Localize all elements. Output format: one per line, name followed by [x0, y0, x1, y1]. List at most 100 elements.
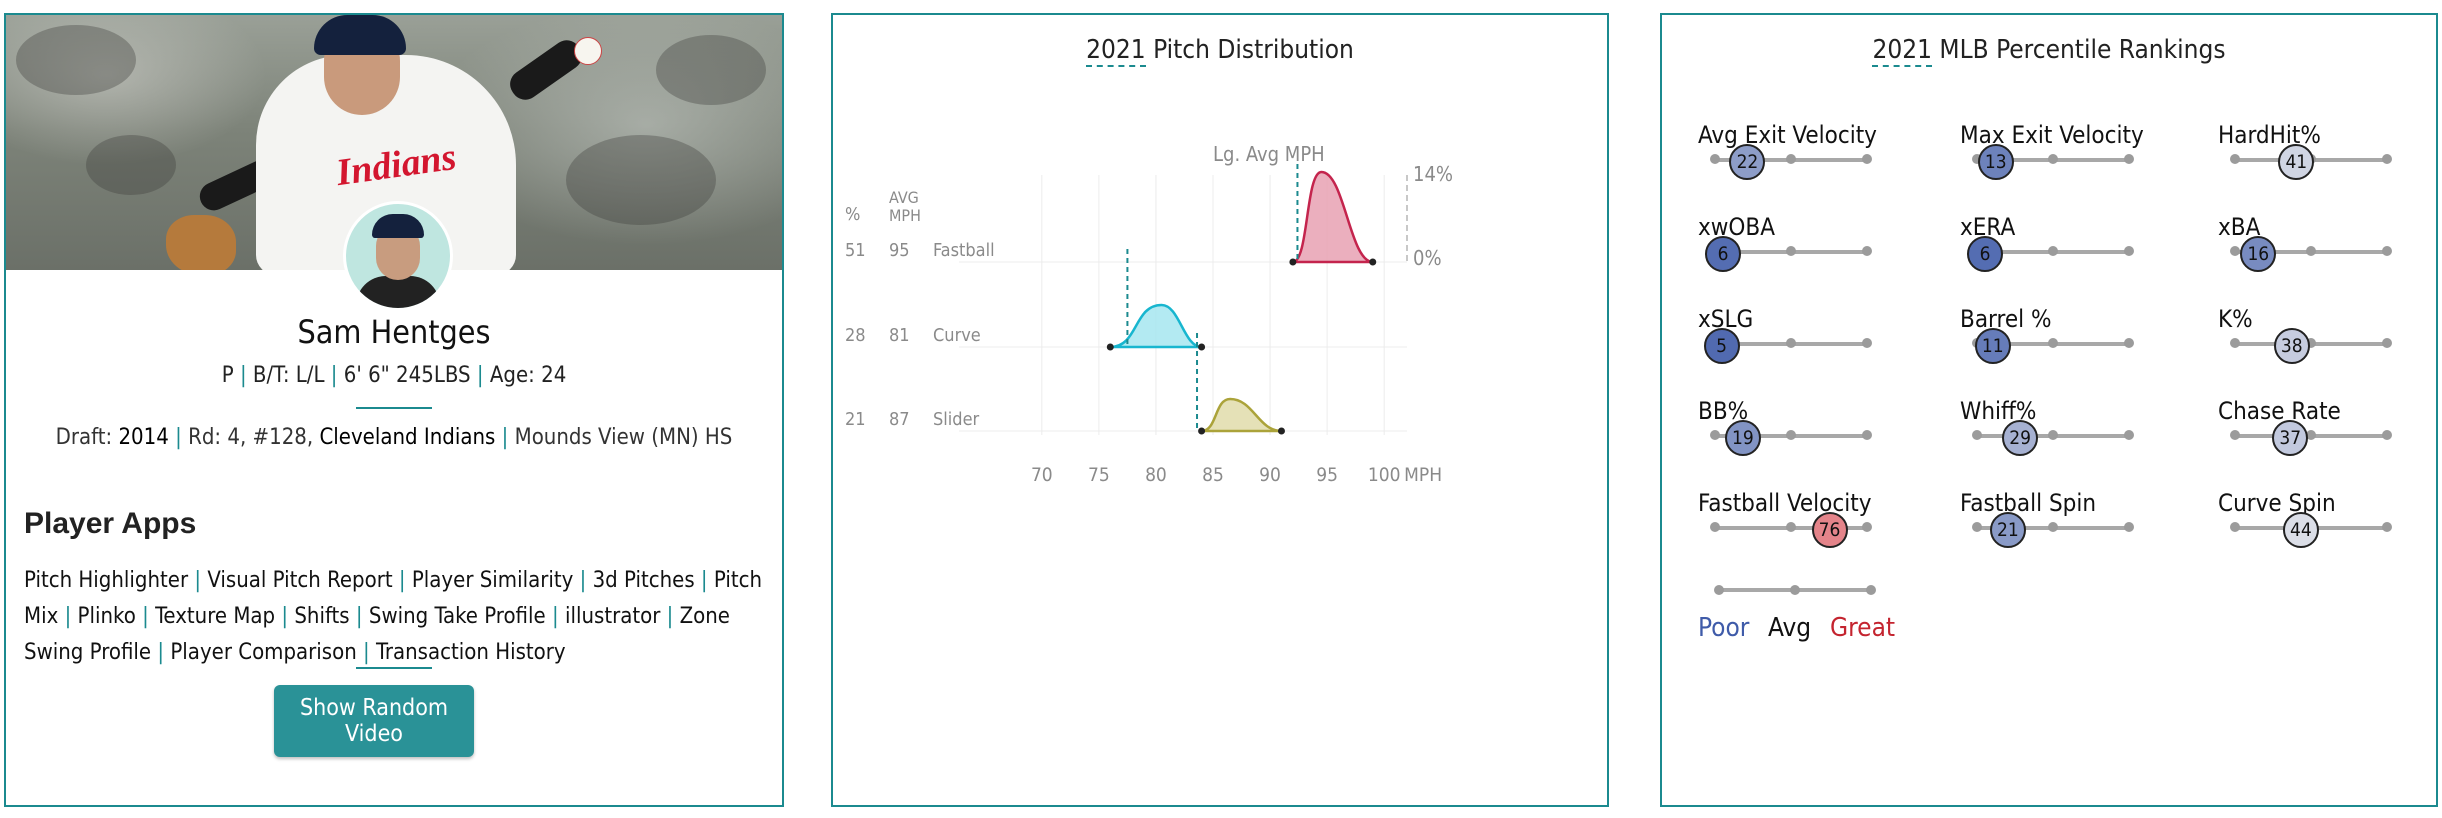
percentile-value-bubble: 16 — [2240, 236, 2277, 272]
track-tick — [2382, 246, 2392, 256]
track-tick — [2306, 430, 2316, 440]
track-tick — [2230, 430, 2240, 440]
percentile-metric[interactable]: Whiff% 29 — [1960, 397, 2180, 467]
percentile-value-bubble: 38 — [2273, 328, 2310, 364]
percentile-value-bubble: 22 — [1729, 144, 1766, 180]
separator: | — [356, 640, 377, 665]
track-tick — [2124, 338, 2134, 348]
avg-mph: 81 — [889, 325, 910, 346]
percentile-metric[interactable]: BB% 19 — [1698, 397, 1918, 467]
percentile-metric[interactable]: xSLG 5 — [1698, 305, 1918, 375]
player-action-photo: Indians — [6, 15, 782, 270]
separator: | — [275, 604, 295, 629]
x-tick-label: 75 — [1088, 464, 1110, 486]
percentile-metric[interactable]: Fastball Velocity 76 — [1698, 489, 1918, 559]
percentile-value-bubble: 19 — [1724, 420, 1761, 456]
divider — [356, 667, 432, 669]
separator: | — [135, 604, 156, 629]
range-max-dot — [1369, 258, 1377, 266]
player-app-link[interactable]: Visual Pitch Report — [207, 568, 393, 593]
x-tick-label: 100 — [1368, 464, 1401, 486]
player-app-link[interactable]: Shifts — [294, 604, 350, 629]
percentile-metric[interactable]: xERA 6 — [1960, 213, 2180, 283]
draft-school: Mounds View (MN) HS — [514, 425, 733, 450]
player-apps-title: Player Apps — [24, 507, 197, 540]
draft-round: Rd: 4, #128, — [188, 425, 314, 450]
player-app-link[interactable]: Player Similarity — [411, 568, 574, 593]
col-header-avg: AVG — [889, 188, 919, 207]
track-tick — [2230, 246, 2240, 256]
bio-bats-throws: B/T: L/L — [252, 363, 325, 388]
year-selector[interactable]: 2021 — [1872, 35, 1932, 67]
player-app-link[interactable]: Swing Take Profile — [368, 604, 546, 629]
year-selector[interactable]: 2021 — [1086, 35, 1146, 67]
show-random-video-button[interactable]: Show Random Video — [274, 685, 474, 757]
draft-label: Draft: — [55, 425, 113, 450]
percentile-metric[interactable]: Barrel % 11 — [1960, 305, 2180, 375]
separator: | — [660, 604, 680, 629]
separator: | — [694, 568, 714, 593]
track-tick — [2124, 522, 2134, 532]
range-min-dot — [1106, 343, 1114, 351]
percentile-metric[interactable]: Curve Spin 44 — [2218, 489, 2438, 559]
metric-label: Avg Exit Velocity — [1698, 121, 1877, 149]
pitch-density-fastball — [1292, 170, 1374, 264]
track-tick — [1862, 430, 1872, 440]
percentile-metric[interactable]: Avg Exit Velocity 22 — [1698, 121, 1918, 191]
player-app-link[interactable]: Pitch Mix — [24, 568, 763, 629]
range-max-dot — [1198, 343, 1206, 351]
track-tick — [2124, 430, 2134, 440]
player-apps-list: Pitch Highlighter | Visual Pitch Report … — [24, 563, 774, 671]
separator: | — [545, 604, 565, 629]
player-app-link[interactable]: Plinko — [77, 604, 136, 629]
track-tick — [1862, 522, 1872, 532]
draft-year: 2014 — [118, 425, 169, 450]
x-tick-label: 70 — [1031, 464, 1053, 486]
player-app-link[interactable]: Player Comparison — [170, 640, 357, 665]
pct-zero-label: 0% — [1413, 246, 1442, 270]
player-app-link[interactable]: 3d Pitches — [592, 568, 695, 593]
pitch-distribution-title: 2021 Pitch Distribution — [833, 35, 1607, 67]
track-tick — [2230, 154, 2240, 164]
track-tick — [1710, 154, 1720, 164]
separator: | — [349, 604, 369, 629]
player-app-link[interactable]: Transaction History — [376, 640, 566, 665]
player-app-link[interactable]: Pitch Highlighter — [24, 568, 189, 593]
track-tick — [2124, 154, 2134, 164]
percentile-metric[interactable]: xwOBA 6 — [1698, 213, 1918, 283]
player-app-link[interactable]: illustrator — [564, 604, 661, 629]
track-tick — [1710, 522, 1720, 532]
percentile-rankings-title: 2021 MLB Percentile Rankings — [1662, 35, 2436, 67]
pitch-density-slider — [1201, 397, 1282, 433]
percentile-metric[interactable]: Max Exit Velocity 13 — [1960, 121, 2180, 191]
track-tick — [2048, 522, 2058, 532]
player-app-link[interactable]: Texture Map — [155, 604, 276, 629]
col-header-pct: % — [845, 204, 860, 225]
legend-poor: Poor — [1698, 613, 1750, 643]
percentile-metric[interactable]: xBA 16 — [2218, 213, 2438, 283]
percentile-rankings-panel: 2021 MLB Percentile Rankings Avg Exit Ve… — [1660, 13, 2438, 807]
percentile-metric[interactable]: Chase Rate 37 — [2218, 397, 2438, 467]
pitch-distribution-title-text: Pitch Distribution — [1153, 35, 1354, 65]
range-max-dot — [1277, 427, 1285, 435]
metric-label: Chase Rate — [2218, 397, 2341, 425]
percentile-value-bubble: 44 — [2282, 512, 2319, 548]
percentile-value-bubble: 21 — [1989, 512, 2026, 548]
player-app-link[interactable]: Zone Swing Profile — [24, 604, 730, 665]
pitch-name: Fastball — [933, 240, 995, 261]
track-tick — [1786, 522, 1796, 532]
metric-label: Curve Spin — [2218, 489, 2336, 517]
track-tick — [1710, 430, 1720, 440]
percentile-rankings-title-text: MLB Percentile Rankings — [1939, 35, 2226, 65]
track-tick — [2048, 246, 2058, 256]
track-tick — [2230, 338, 2240, 348]
percentile-metric[interactable]: Fastball Spin 21 — [1960, 489, 2180, 559]
percentile-metric[interactable]: HardHit% 41 — [2218, 121, 2438, 191]
x-tick-label: 95 — [1316, 464, 1338, 486]
metric-label: Barrel % — [1960, 305, 2052, 333]
percentile-metric[interactable]: K% 38 — [2218, 305, 2438, 375]
separator: | — [151, 640, 171, 665]
range-min-dot — [1289, 258, 1297, 266]
pct-max-label: 14% — [1413, 162, 1453, 186]
